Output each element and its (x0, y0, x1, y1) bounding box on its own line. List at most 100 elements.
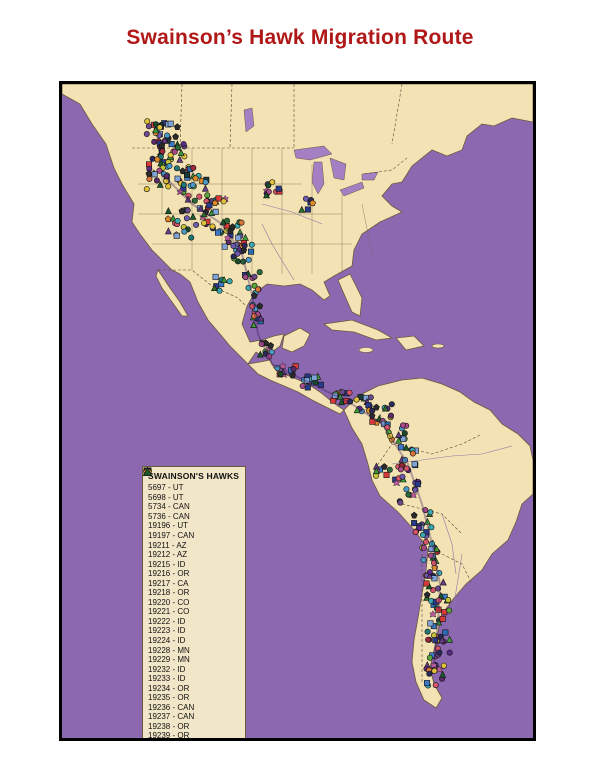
tracking-point (146, 175, 153, 183)
tracking-point (367, 394, 374, 401)
tracking-point (339, 389, 346, 396)
tracking-point (398, 444, 405, 451)
legend-item: 19216 - OR (143, 467, 245, 579)
legend-item-label: 19221 - CO (148, 607, 190, 617)
tracking-point (416, 524, 423, 531)
tracking-point (144, 118, 151, 125)
legend-item: 19211 - AZ (143, 467, 245, 550)
tracking-point (251, 273, 258, 280)
tracking-point (439, 615, 446, 622)
tracking-point (202, 179, 209, 186)
legend-item-label: 5734 - CAN (148, 502, 190, 512)
legend-item-label: 19237 - CAN (148, 712, 195, 722)
map-legend: SWAINSON'S HAWKS 5697 - UT 5698 - UT 5734 … (142, 466, 246, 741)
tracking-point (173, 165, 180, 172)
legend-item: 19236 - CAN (143, 467, 245, 713)
tracking-point (200, 219, 208, 227)
tracking-point (209, 223, 216, 230)
tracking-point (412, 529, 419, 536)
tracking-point (238, 219, 245, 226)
tracking-point (174, 217, 181, 224)
tracking-point (383, 471, 390, 478)
tracking-point (176, 155, 184, 163)
tracking-point (163, 173, 170, 180)
tracking-point (181, 228, 188, 235)
baja-california (155, 269, 189, 317)
tracking-point (180, 141, 187, 148)
tracking-point (245, 284, 252, 291)
tracking-point (433, 544, 441, 552)
tracking-point (248, 241, 255, 248)
tracking-point (211, 284, 218, 291)
legend-item: 5736 - CAN (143, 467, 245, 522)
legend-item: 19220 - CO (143, 467, 245, 608)
tracking-point (184, 207, 191, 214)
legend-item: 19212 - AZ (143, 467, 245, 560)
tracking-point (438, 636, 446, 644)
tracking-point (446, 635, 454, 643)
tracking-point (143, 130, 150, 138)
tracking-point (427, 509, 434, 516)
legend-item-label: 19228 - MN (148, 645, 190, 655)
tracking-point (309, 199, 316, 207)
jamaica (358, 347, 374, 353)
tracking-point (153, 177, 160, 184)
legend-item-label: 19197 - CAN (148, 531, 195, 540)
tracking-point (242, 274, 249, 281)
tracking-point (249, 303, 256, 310)
tracking-point (431, 667, 438, 674)
tracking-point (173, 123, 181, 131)
tracking-point (256, 302, 264, 310)
tracking-point (215, 229, 222, 236)
tracking-point (435, 597, 442, 604)
tracking-point (441, 609, 448, 616)
tracking-point (336, 392, 344, 400)
tracking-point (419, 531, 426, 538)
tracking-point (298, 205, 306, 213)
legend-item: 19234 - OR (143, 467, 245, 693)
legend-item: 5698 - UT (143, 467, 245, 503)
tracking-point (397, 499, 404, 506)
legend-item: 19239 - OR (143, 467, 245, 741)
tracking-point (399, 422, 407, 429)
tracking-point (251, 282, 258, 289)
tracking-point (192, 174, 199, 182)
tracking-point (435, 665, 443, 673)
tracking-point (435, 618, 443, 626)
tracking-point (206, 202, 213, 209)
central-america (247, 359, 345, 415)
tracking-point (158, 141, 166, 149)
legend-item-label: 19220 - CO (148, 597, 190, 607)
tracking-point (403, 465, 410, 472)
map-frame: SWAINSON'S HAWKS 5697 - UT 5698 - UT 5734 … (59, 81, 536, 741)
tracking-point (411, 520, 418, 527)
migration-route (161, 173, 442, 665)
legend-item-label: 19238 - OR (148, 721, 190, 731)
tracking-point (156, 167, 163, 174)
tracking-point (269, 179, 276, 186)
tracking-point (221, 243, 228, 250)
tracking-point (425, 636, 432, 643)
tracking-point (397, 466, 404, 473)
tracking-point (159, 148, 166, 155)
tracking-point (174, 144, 181, 151)
tracking-point (151, 171, 158, 178)
tracking-point (226, 278, 233, 285)
tracking-point (439, 670, 447, 678)
tracking-point (420, 556, 427, 564)
legend-item: 19217 - CA (143, 467, 245, 588)
tracking-point (435, 606, 442, 613)
tracking-point (423, 580, 430, 587)
yucatan (281, 327, 311, 353)
legend-item-label: 19196 - UT (148, 521, 189, 531)
tracking-point (256, 269, 263, 276)
tracking-point (369, 407, 376, 414)
legend-item-label: 19239 - OR (148, 731, 190, 741)
tracking-point (166, 162, 173, 170)
tracking-point (164, 132, 171, 139)
tracking-point (184, 195, 192, 203)
tracking-point (191, 197, 198, 204)
tracking-point (289, 371, 296, 379)
tracking-point (429, 610, 437, 618)
triangle-symbol-icon (143, 467, 152, 476)
